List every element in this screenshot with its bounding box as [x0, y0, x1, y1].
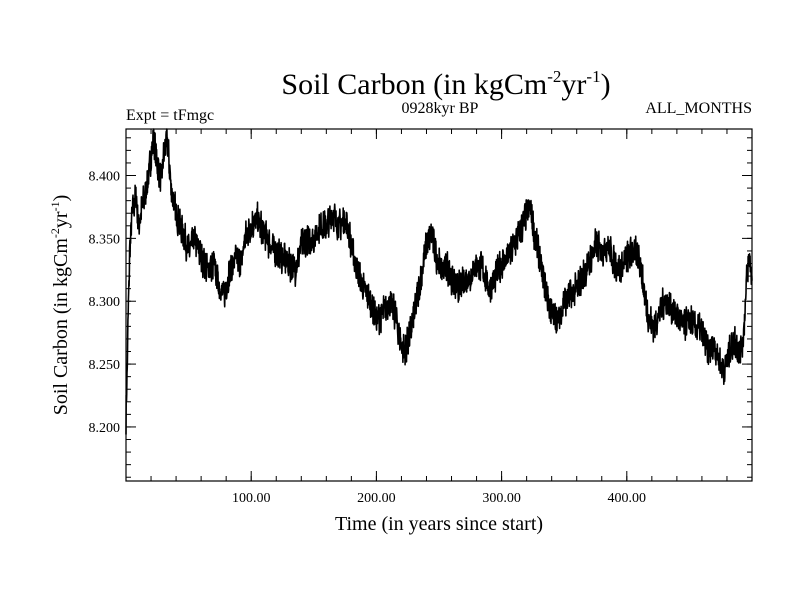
plot-frame — [125, 128, 753, 482]
y-tick-label: 8.400 — [89, 170, 121, 185]
y-tick-label: 8.250 — [89, 358, 121, 373]
series-line-soil-carbon — [125, 128, 753, 435]
y-tick-label: 8.300 — [89, 295, 121, 310]
y-tick-labels: 8.200 8.250 8.300 8.350 8.400 — [89, 170, 121, 436]
x-tick-label: 100.00 — [232, 491, 271, 506]
subtitle-right: ALL_MONTHS — [645, 100, 752, 117]
subtitle-center: 0928kyr BP — [402, 100, 479, 117]
x-tick-label: 400.00 — [608, 491, 647, 506]
x-axis-label: Time (in years since start) — [335, 513, 543, 535]
y-axis-label: Soil Carbon (in kgCm-2yr-1) — [48, 195, 72, 416]
subtitle-left: Expt = tFmgc — [126, 107, 214, 124]
y-tick-label: 8.200 — [89, 421, 121, 436]
axis-ticks — [126, 129, 752, 481]
x-tick-label: 200.00 — [357, 491, 396, 506]
x-tick-label: 300.00 — [482, 491, 521, 506]
y-tick-label: 8.350 — [89, 232, 121, 247]
x-tick-labels: 100.00 200.00 300.00 400.00 — [232, 491, 646, 506]
chart-title: Soil Carbon (in kgCm-2yr-1) — [281, 67, 610, 101]
